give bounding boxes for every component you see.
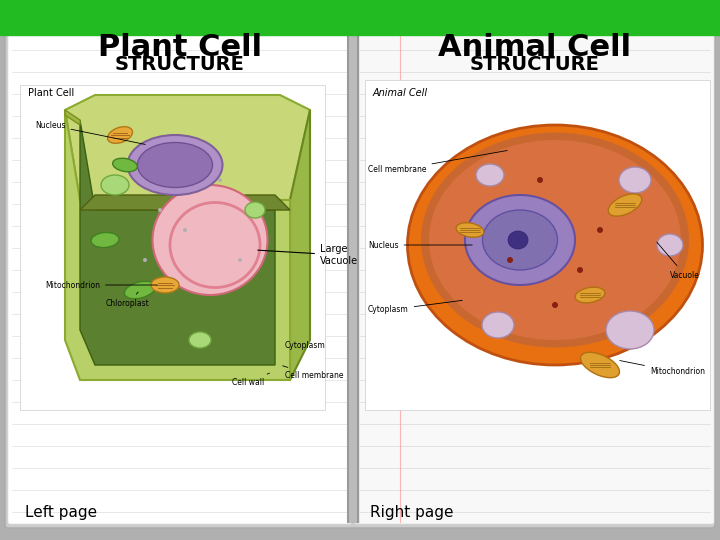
Bar <box>348 35 358 522</box>
FancyBboxPatch shape <box>5 32 715 528</box>
Ellipse shape <box>476 164 504 186</box>
Bar <box>0 0 720 35</box>
Text: Right page: Right page <box>370 504 454 519</box>
Ellipse shape <box>158 208 162 212</box>
Ellipse shape <box>125 281 156 299</box>
Text: Plant Cell: Plant Cell <box>28 88 74 98</box>
Ellipse shape <box>482 210 557 270</box>
Text: Cell wall: Cell wall <box>232 373 269 387</box>
Polygon shape <box>290 110 310 380</box>
Ellipse shape <box>143 258 147 262</box>
Ellipse shape <box>107 127 132 143</box>
Polygon shape <box>80 120 275 365</box>
Text: Nucleus: Nucleus <box>35 120 145 144</box>
Text: Nucleus: Nucleus <box>368 240 472 249</box>
Polygon shape <box>65 110 80 125</box>
Ellipse shape <box>552 302 558 308</box>
Ellipse shape <box>408 125 703 365</box>
Ellipse shape <box>657 234 683 256</box>
Bar <box>365 80 710 410</box>
Text: Mitochondrion: Mitochondrion <box>620 361 705 376</box>
Ellipse shape <box>151 277 179 293</box>
Text: Animal Cell: Animal Cell <box>438 33 631 63</box>
Ellipse shape <box>575 287 605 303</box>
Text: STRUCTURE: STRUCTURE <box>470 55 600 73</box>
Ellipse shape <box>508 231 528 249</box>
Text: Plant Cell: Plant Cell <box>98 33 262 63</box>
Text: Cytoplasm: Cytoplasm <box>368 300 462 314</box>
Ellipse shape <box>429 140 681 340</box>
Ellipse shape <box>597 227 603 233</box>
Ellipse shape <box>189 332 211 348</box>
Text: Chloroplast: Chloroplast <box>106 292 150 308</box>
Ellipse shape <box>218 178 222 182</box>
Ellipse shape <box>112 158 138 172</box>
Ellipse shape <box>183 228 187 232</box>
Ellipse shape <box>238 258 242 262</box>
Ellipse shape <box>507 257 513 263</box>
Bar <box>20 85 325 410</box>
Ellipse shape <box>91 232 119 247</box>
Text: Animal Cell: Animal Cell <box>373 88 428 98</box>
Ellipse shape <box>619 167 651 193</box>
Ellipse shape <box>580 352 619 377</box>
Text: Cell membrane: Cell membrane <box>368 151 508 174</box>
Ellipse shape <box>421 132 689 348</box>
Polygon shape <box>65 95 310 200</box>
FancyBboxPatch shape <box>8 33 352 524</box>
Ellipse shape <box>101 175 129 195</box>
Ellipse shape <box>577 267 583 273</box>
Ellipse shape <box>127 135 222 195</box>
Ellipse shape <box>465 195 575 285</box>
Text: Large
Vacuole: Large Vacuole <box>258 244 358 266</box>
Ellipse shape <box>482 312 514 338</box>
Polygon shape <box>65 110 290 380</box>
Ellipse shape <box>138 143 212 187</box>
Text: Vacuole: Vacuole <box>657 242 700 280</box>
Ellipse shape <box>537 177 543 183</box>
Ellipse shape <box>456 222 484 237</box>
Text: Cell membrane: Cell membrane <box>283 366 343 380</box>
Ellipse shape <box>606 311 654 349</box>
Ellipse shape <box>608 194 642 216</box>
Ellipse shape <box>153 185 268 295</box>
Ellipse shape <box>245 202 265 218</box>
Text: Cytoplasm: Cytoplasm <box>285 341 325 349</box>
Text: Mitochondrion: Mitochondrion <box>45 280 157 289</box>
Text: Left page: Left page <box>25 504 97 519</box>
FancyBboxPatch shape <box>354 33 714 524</box>
Text: STRUCTURE: STRUCTURE <box>115 55 245 73</box>
Polygon shape <box>80 195 290 210</box>
